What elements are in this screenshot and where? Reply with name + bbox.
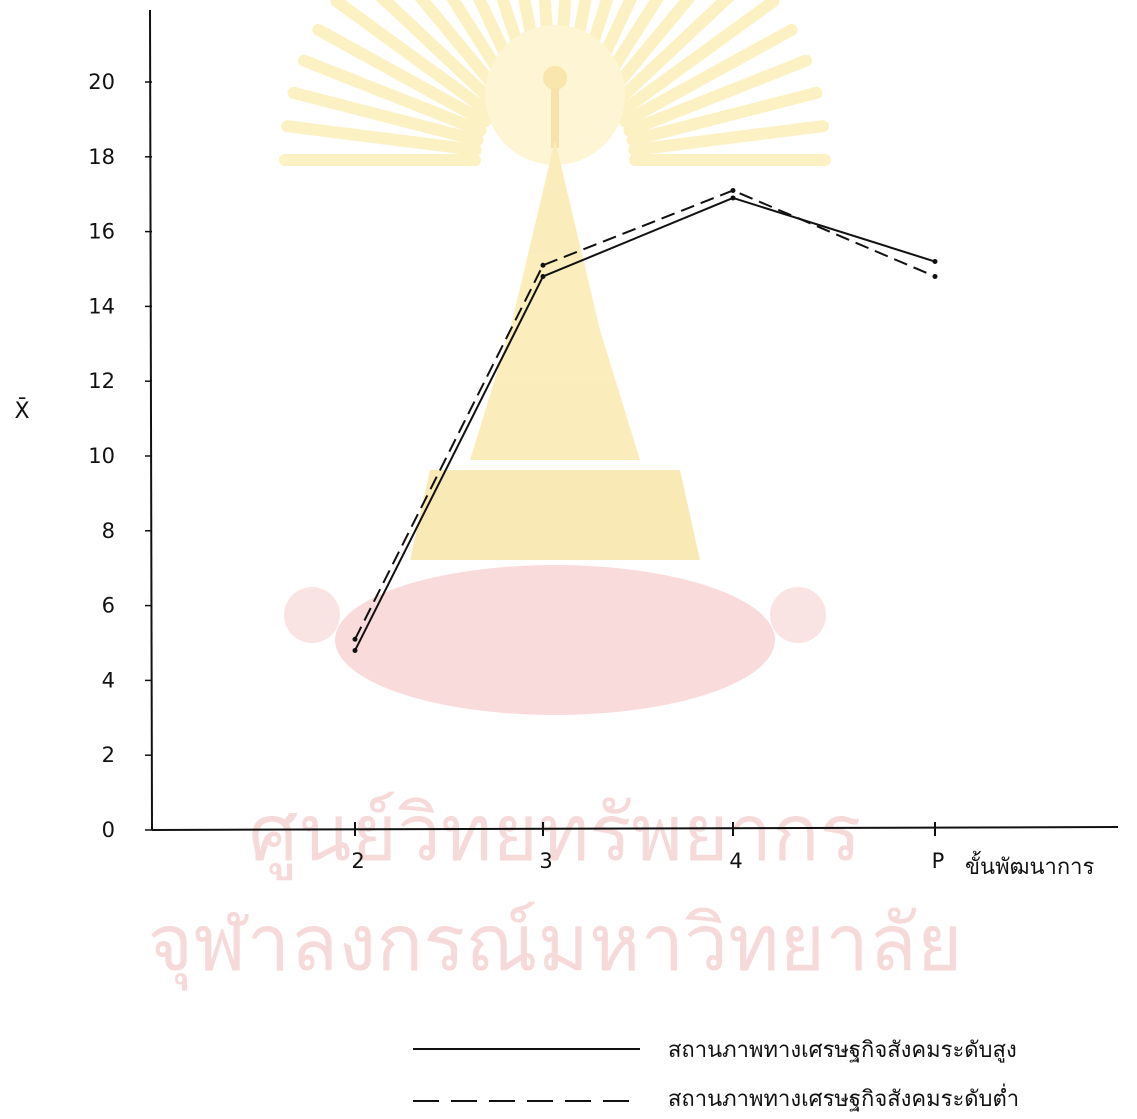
emblem-ray: [297, 54, 487, 137]
series-line-high: [354, 196, 936, 651]
data-point-high: [352, 647, 358, 653]
legend-label-high: สถานภาพทางเศรษฐกิจสังคมระดับสูง: [668, 1038, 1017, 1063]
emblem-ray: [626, 86, 823, 147]
y-tick-label: 18: [88, 145, 115, 169]
data-point-low: [352, 636, 358, 642]
emblem-ray: [623, 54, 813, 137]
data-point-high: [730, 195, 736, 201]
data-point-low: [932, 273, 938, 279]
x-tick-label: 4: [729, 849, 742, 873]
emblem-ray: [496, 0, 537, 90]
emblem-ray: [599, 0, 696, 105]
emblem-ray: [563, 0, 592, 88]
emblem-ray: [287, 86, 484, 147]
y-tick-label: 10: [88, 444, 115, 468]
emblem-ray: [583, 0, 637, 94]
legend-label-low: สถานภาพทางเศรษฐกิจสังคมระดับต่ำ: [668, 1083, 1019, 1112]
y-tick-label: 0: [102, 818, 115, 842]
emblem-ray: [330, 0, 497, 119]
emblem-ray: [518, 0, 547, 88]
emblem-ray: [607, 0, 735, 112]
emblem-ray: [573, 0, 614, 90]
emblem-ray: [312, 23, 491, 128]
emblem-ray: [628, 120, 829, 156]
x-axis-line: [151, 826, 1119, 831]
y-tick-label: 4: [102, 668, 115, 692]
x-axis-ticks: 2 3 4 P: [351, 822, 944, 873]
watermark-line-1: ศูนย์วิทยทรัพยากร: [249, 789, 862, 880]
emblem-ray: [613, 0, 780, 119]
y-axis-ticks: 0 2 4 6 8 10 12 14 16 18 20: [88, 70, 152, 842]
y-tick-label: 6: [102, 594, 115, 618]
x-tick-label: P: [932, 849, 945, 873]
emblem-ray: [281, 120, 482, 156]
emblem-ray: [473, 0, 527, 94]
x-tick-label: 2: [351, 849, 364, 873]
watermark-emblem: [279, 0, 831, 715]
emblem-ray: [375, 0, 503, 112]
series-group: [352, 187, 938, 653]
y-tick-label: 16: [88, 220, 115, 244]
y-axis-line: [149, 9, 153, 831]
y-tick-label: 2: [102, 743, 115, 767]
data-point-high: [540, 273, 546, 279]
y-tick-label: 8: [102, 519, 115, 543]
legend: สถานภาพทางเศรษฐกิจสังคมระดับสูง สถานภาพท…: [413, 1038, 1019, 1112]
emblem-ray: [538, 0, 556, 87]
emblem-ray: [619, 23, 798, 128]
data-point-high: [932, 259, 938, 265]
emblem-ray: [446, 0, 519, 99]
emblem-ray: [591, 0, 664, 99]
data-point-low: [540, 262, 546, 268]
y-tick-label: 20: [88, 70, 115, 94]
x-tick-label: 3: [539, 849, 552, 873]
y-tick-label: 12: [88, 369, 115, 393]
data-point-low: [730, 187, 736, 193]
x-axis-title: ขั้นพัฒนาการ: [965, 851, 1095, 880]
y-tick-label: 14: [88, 294, 115, 318]
emblem-ray: [414, 0, 511, 105]
watermark-line-2: จุฬาลงกรณ์มหาวิทยาลัย: [147, 899, 962, 991]
emblem-ray: [554, 0, 572, 87]
y-axis-title: X̄: [14, 398, 29, 424]
